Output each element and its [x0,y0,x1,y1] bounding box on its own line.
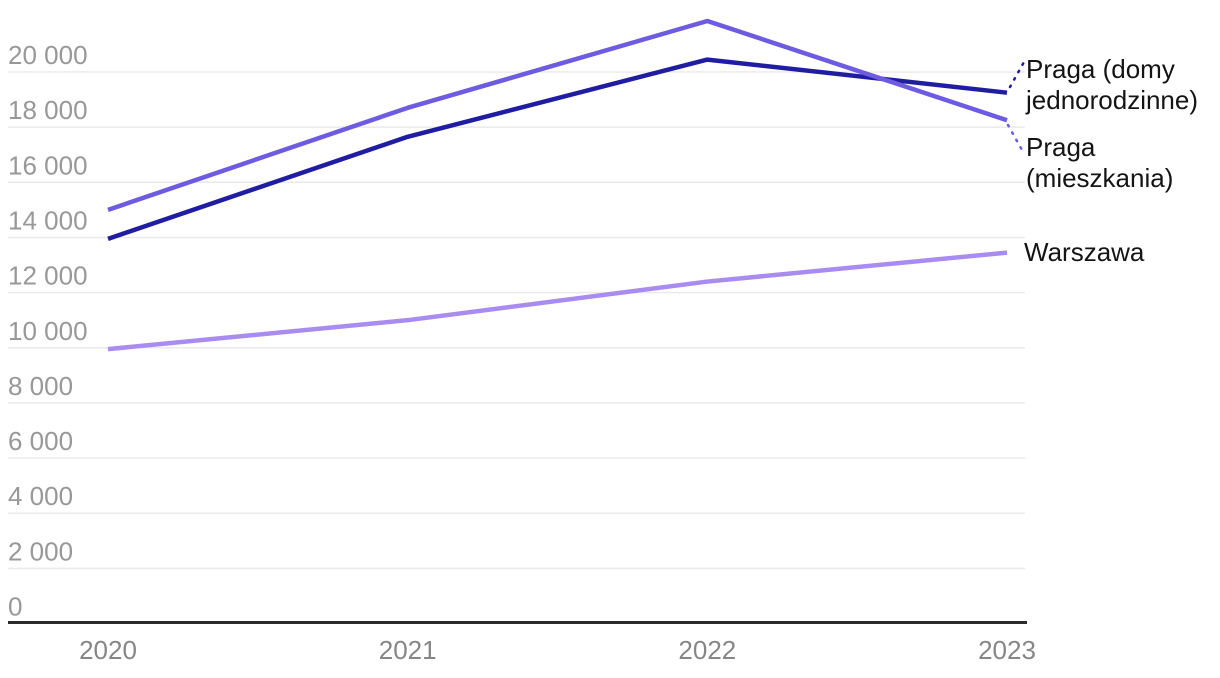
y-tick-label: 8 000 [8,371,73,401]
y-tick-label: 2 000 [8,536,73,566]
series-line-warszawa [107,250,1008,352]
y-tick-label: 10 000 [8,316,88,346]
x-tick-label: 2021 [379,635,437,665]
y-tick-label: 0 [8,592,22,622]
y-tick-label: 20 000 [8,40,88,70]
x-tick-label: 2023 [978,635,1036,665]
series-label-warszawa: Warszawa [1024,237,1145,267]
y-tick-label: 4 000 [8,481,73,511]
y-tick-label: 6 000 [8,426,73,456]
y-tick-label: 16 000 [8,150,88,180]
y-tick-label: 14 000 [8,205,88,235]
y-tick-label: 18 000 [8,95,88,125]
x-tick-label: 2020 [79,635,137,665]
y-tick-label: 12 000 [8,261,88,291]
series-label-praga-mieszkania: Praga (mieszkania) [1026,132,1174,193]
label-leader-line [1008,60,1026,89]
label-leader-line [1006,123,1024,152]
series-line-praga-mieszkania [107,18,1008,213]
series-line-praga-domy-jednorodzinne [107,57,1008,241]
series-label-praga-domy-jednorodzinne: Praga (domy jednorodzinne) [1026,54,1199,115]
x-tick-label: 2022 [678,635,736,665]
